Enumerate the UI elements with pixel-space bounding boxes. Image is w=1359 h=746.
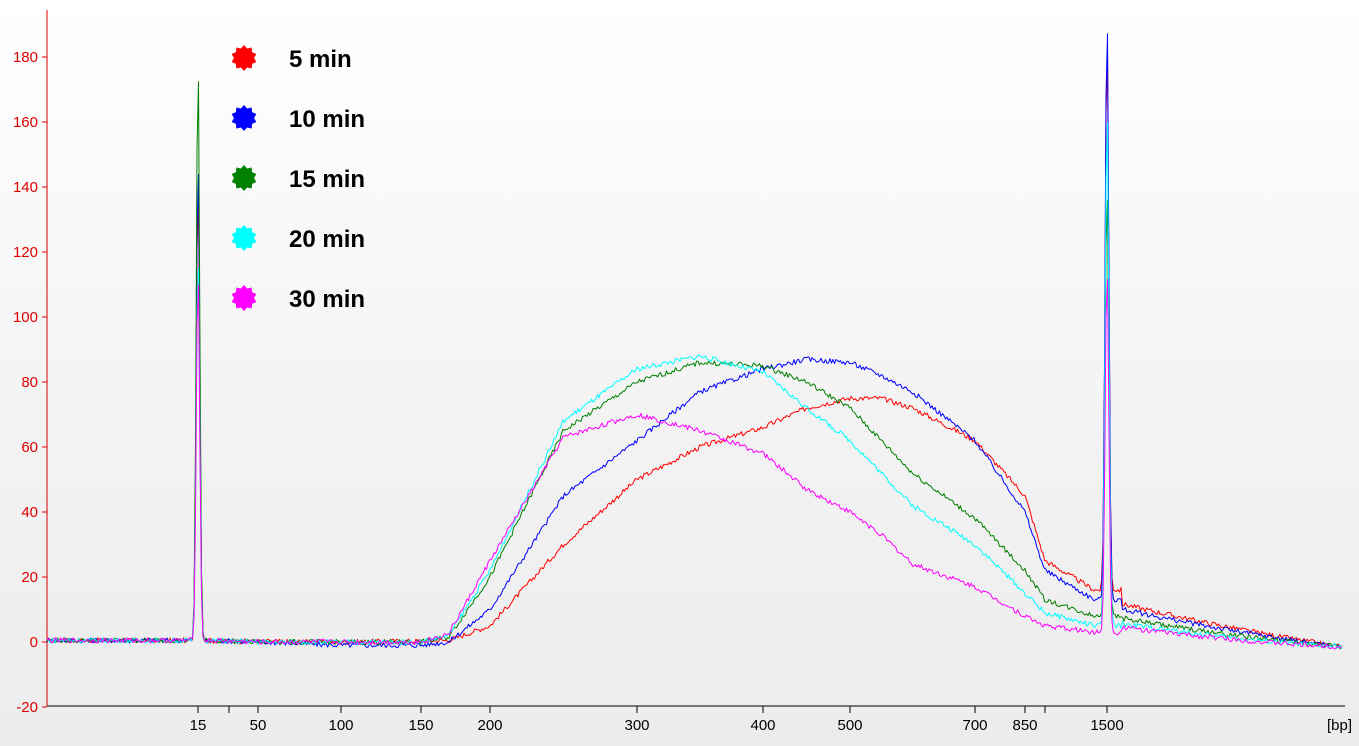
legend-marker-30-min <box>231 285 257 311</box>
x-tick-label-850: 850 <box>1012 717 1037 734</box>
legend: 5 min 10 min 15 min 20 min 30 min <box>231 45 365 313</box>
y-tick-label-0: 0 <box>30 634 38 651</box>
x-tick-label-15: 15 <box>190 717 207 734</box>
x-tick-label-400: 400 <box>750 717 775 734</box>
x-tick-label-500: 500 <box>837 717 862 734</box>
legend-label-30-min: 30 min <box>289 286 365 313</box>
x-tick-label-300: 300 <box>624 717 649 734</box>
x-tick-label-1500: 1500 <box>1090 717 1123 734</box>
y-tick-label-60: 60 <box>21 439 38 456</box>
x-tick-label-200: 200 <box>477 717 502 734</box>
y-tick-label-160: 160 <box>13 114 38 131</box>
legend-marker-10-min <box>231 105 257 131</box>
series-line-5-min <box>46 57 1342 650</box>
y-tick-label-80: 80 <box>21 374 38 391</box>
x-tick-label-100: 100 <box>328 717 353 734</box>
legend-label-15-min: 15 min <box>289 166 365 193</box>
y-tick-label-40: 40 <box>21 504 38 521</box>
y-axis: -20 0 20 40 60 80 100 120 140 160 180 <box>13 10 48 716</box>
x-tick-label-50: 50 <box>250 717 267 734</box>
series-line-15-min <box>46 81 1342 649</box>
series-line-30-min <box>46 279 1342 650</box>
legend-marker-5-min <box>231 45 257 71</box>
y-tick-label--20: -20 <box>16 699 38 716</box>
x-tick-label-700: 700 <box>962 717 987 734</box>
legend-marker-15-min <box>231 165 257 191</box>
x-axis: 15 50 100 150 200 300 400 500 700 850 1500 <box>47 705 1345 734</box>
legend-marker-20-min <box>231 225 257 251</box>
legend-label-5-min: 5 min <box>289 46 352 73</box>
y-tick-label-180: 180 <box>13 49 38 66</box>
series-line-20-min <box>46 122 1342 650</box>
legend-label-10-min: 10 min <box>289 106 365 133</box>
series-layer <box>46 33 1342 650</box>
x-axis-unit-label: [bp] <box>1327 717 1352 734</box>
y-tick-label-20: 20 <box>21 569 38 586</box>
x-tick-label-150: 150 <box>408 717 433 734</box>
y-tick-label-140: 140 <box>13 179 38 196</box>
y-tick-label-120: 120 <box>13 244 38 261</box>
y-tick-label-100: 100 <box>13 309 38 326</box>
legend-label-20-min: 20 min <box>289 226 365 253</box>
